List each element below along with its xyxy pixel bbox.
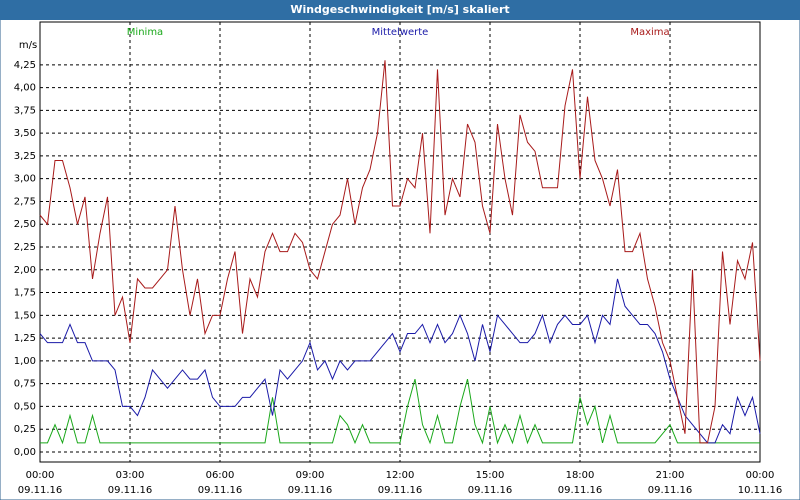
data-line [39,60,761,444]
x-tick-date: 09.11.16 [198,485,243,496]
y-tick-label: 2,25 [14,242,36,253]
y-tick-label: 3,00 [14,174,36,185]
y-tick-label: 1,50 [14,310,36,321]
y-tick-label: 2,75 [14,196,36,207]
y-tick-label: 3,25 [14,151,36,162]
x-tick-label: 00:00 [26,470,55,481]
x-tick-label: 03:00 [116,470,145,481]
y-tick-label: 4,00 [14,83,36,94]
y-tick-label: 4,25 [14,60,36,71]
y-tick-label: 1,75 [14,288,36,299]
y-axis-label: m/s [19,40,37,51]
x-tick-label: 18:00 [566,470,595,481]
x-tick-date: 09.11.16 [378,485,423,496]
y-tick-label: 2,50 [14,219,36,230]
x-tick-label: 09:00 [296,470,325,481]
legend-entry: Mittelwerte [372,27,429,38]
y-tick-label: 2,00 [14,265,36,276]
x-tick-label: 06:00 [206,470,235,481]
y-tick-label: 0,50 [14,401,36,412]
x-tick-date: 09.11.16 [558,485,603,496]
x-tick-date: 09.11.16 [18,485,63,496]
legend-entry: Minima [127,27,163,38]
x-tick-date: 09.11.16 [648,485,693,496]
x-tick-label: 15:00 [476,470,505,481]
y-tick-label: 1,25 [14,333,36,344]
y-tick-label: 3,50 [14,128,36,139]
y-tick-label: 0,25 [14,424,36,435]
x-tick-label: 12:00 [386,470,415,481]
legend-entry: Maxima [630,27,669,38]
y-tick-label: 1,00 [14,356,36,367]
y-tick-label: 0,75 [14,379,36,390]
x-tick-date: 09.11.16 [468,485,513,496]
title-bar [0,0,800,20]
x-tick-date: 10.11.16 [738,485,783,496]
y-tick-label: 3,75 [14,105,36,116]
x-tick-label: 21:00 [656,470,685,481]
data-line [39,278,761,444]
data-line [40,378,760,445]
x-tick-date: 09.11.16 [108,485,153,496]
x-tick-label: 00:00 [746,470,775,481]
x-tick-date: 09.11.16 [288,485,333,496]
chart-title: Windgeschwindigkeit [m/s] skaliert [290,3,509,16]
y-tick-label: 0,00 [14,447,36,458]
